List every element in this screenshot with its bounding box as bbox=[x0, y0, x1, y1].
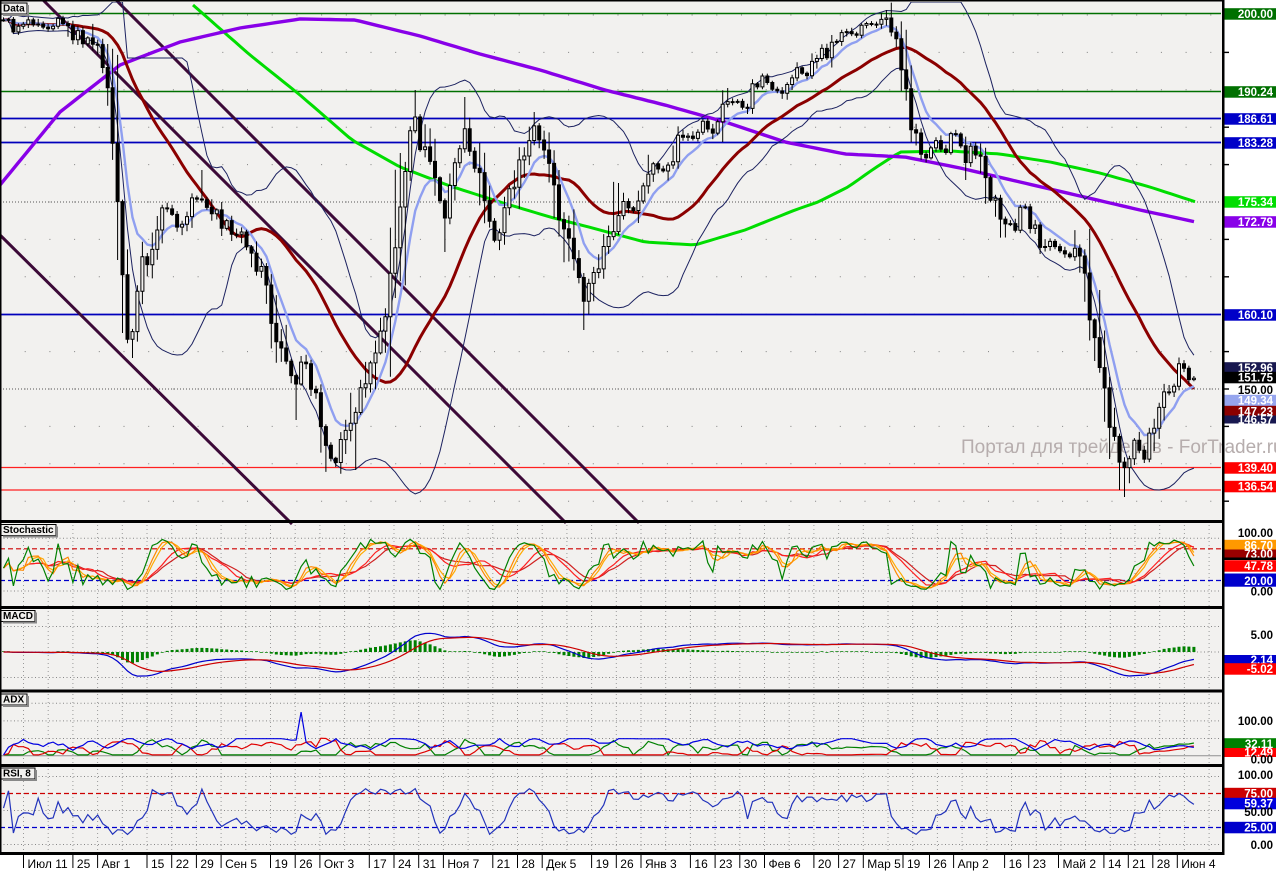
svg-text:12.49: 12.49 bbox=[1244, 748, 1273, 760]
svg-text:17: 17 bbox=[373, 857, 387, 871]
svg-text:139.40: 139.40 bbox=[1238, 463, 1273, 475]
svg-text:23: 23 bbox=[1033, 857, 1047, 871]
svg-text:15: 15 bbox=[151, 857, 165, 871]
svg-text:28: 28 bbox=[522, 857, 536, 871]
svg-text:151.75: 151.75 bbox=[1238, 373, 1274, 385]
svg-text:Stochastic: Stochastic bbox=[3, 525, 54, 536]
svg-text:75.00: 75.00 bbox=[1244, 789, 1273, 801]
svg-text:16: 16 bbox=[694, 857, 708, 871]
svg-text:Июл 11: Июл 11 bbox=[28, 857, 68, 871]
svg-text:19: 19 bbox=[275, 857, 289, 871]
svg-text:Июн 4: Июн 4 bbox=[1181, 857, 1216, 871]
svg-text:190.24: 190.24 bbox=[1238, 87, 1274, 99]
svg-text:50.00: 50.00 bbox=[1244, 807, 1273, 819]
svg-text:136.54: 136.54 bbox=[1238, 482, 1274, 494]
svg-text:25.00: 25.00 bbox=[1244, 823, 1273, 835]
svg-text:30: 30 bbox=[744, 857, 758, 871]
svg-text:20: 20 bbox=[818, 857, 832, 871]
svg-text:100.00: 100.00 bbox=[1238, 528, 1273, 540]
svg-text:ADX: ADX bbox=[3, 695, 24, 706]
svg-text:31: 31 bbox=[423, 857, 437, 871]
svg-text:-5.02: -5.02 bbox=[1247, 664, 1273, 676]
svg-text:160.10: 160.10 bbox=[1238, 310, 1273, 322]
svg-text:Авг 1: Авг 1 bbox=[102, 857, 131, 871]
svg-text:Ноя 7: Ноя 7 bbox=[447, 857, 479, 871]
svg-text:25: 25 bbox=[77, 857, 91, 871]
svg-text:19: 19 bbox=[907, 857, 921, 871]
svg-text:24: 24 bbox=[398, 857, 412, 871]
svg-text:14: 14 bbox=[1108, 857, 1122, 871]
svg-text:175.34: 175.34 bbox=[1238, 197, 1274, 209]
svg-text:59.37: 59.37 bbox=[1244, 799, 1273, 811]
svg-text:47.78: 47.78 bbox=[1244, 561, 1273, 573]
svg-text:21: 21 bbox=[497, 857, 511, 871]
svg-text:26: 26 bbox=[934, 857, 948, 871]
svg-text:MACD: MACD bbox=[3, 611, 33, 622]
svg-text:19: 19 bbox=[596, 857, 610, 871]
svg-text:Окт 3: Окт 3 bbox=[324, 857, 355, 871]
svg-text:183.28: 183.28 bbox=[1238, 138, 1274, 150]
svg-text:22: 22 bbox=[176, 857, 190, 871]
svg-text:Фев 6: Фев 6 bbox=[769, 857, 802, 871]
svg-text:23: 23 bbox=[719, 857, 733, 871]
svg-text:0.00: 0.00 bbox=[1251, 840, 1273, 852]
svg-text:5.00: 5.00 bbox=[1251, 630, 1273, 642]
svg-text:26: 26 bbox=[299, 857, 313, 871]
svg-text:200.00: 200.00 bbox=[1238, 9, 1273, 21]
svg-text:28: 28 bbox=[1157, 857, 1171, 871]
svg-text:100.00: 100.00 bbox=[1238, 770, 1273, 782]
svg-text:Май 2: Май 2 bbox=[1063, 857, 1097, 871]
svg-text:21: 21 bbox=[1132, 857, 1146, 871]
svg-text:149.34: 149.34 bbox=[1238, 396, 1274, 408]
svg-text:0.00: 0.00 bbox=[1251, 755, 1273, 767]
svg-text:Янв 3: Янв 3 bbox=[645, 857, 677, 871]
svg-text:20.00: 20.00 bbox=[1244, 576, 1273, 588]
svg-text:150.00: 150.00 bbox=[1238, 385, 1273, 397]
svg-text:29: 29 bbox=[200, 857, 214, 871]
svg-text:26: 26 bbox=[620, 857, 634, 871]
svg-text:172.79: 172.79 bbox=[1238, 217, 1273, 229]
svg-text:100.00: 100.00 bbox=[1238, 716, 1273, 728]
svg-text:Апр 2: Апр 2 bbox=[958, 857, 990, 871]
svg-text:Data: Data bbox=[3, 4, 25, 15]
svg-text:Мар 5: Мар 5 bbox=[867, 857, 901, 871]
svg-text:16: 16 bbox=[1009, 857, 1023, 871]
svg-text:Сен 5: Сен 5 bbox=[225, 857, 257, 871]
svg-text:186.61: 186.61 bbox=[1238, 114, 1274, 126]
svg-text:Дек 5: Дек 5 bbox=[546, 857, 576, 871]
svg-text:0.00: 0.00 bbox=[1251, 587, 1273, 599]
svg-text:146.57: 146.57 bbox=[1238, 415, 1273, 427]
svg-text:27: 27 bbox=[843, 857, 857, 871]
svg-text:RSI, 8: RSI, 8 bbox=[3, 769, 31, 780]
